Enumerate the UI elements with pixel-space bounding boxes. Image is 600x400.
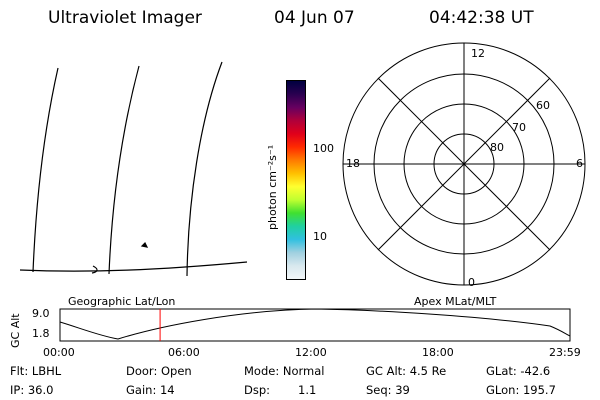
polar-lat-70: 70: [512, 121, 526, 134]
latitude-line: [19, 261, 248, 272]
seq-info: Seq: 39: [366, 383, 410, 397]
time-label: 04:42:38 UT: [429, 8, 534, 28]
door-info: Door: Open: [126, 364, 192, 378]
meridian-line: [32, 67, 59, 273]
polar-ring-60: [373, 73, 555, 255]
timeline-right-label: Apex MLat/MLT: [414, 295, 497, 308]
polar-hour-6: 6: [576, 157, 583, 170]
timeline-xtick-0600: 06:00: [168, 346, 200, 359]
timeline-xtick-2359: 23:59: [549, 346, 581, 359]
colorbar-tick-100: 100: [313, 142, 334, 155]
colorbar-label: photon cm⁻²s⁻¹: [266, 144, 279, 230]
polar-ring-80: [433, 133, 495, 195]
polar-hour-12: 12: [471, 47, 485, 60]
polar-diagonal: [377, 77, 551, 251]
polar-ring-70: [403, 103, 525, 225]
glon-info: GLon: 195.7: [486, 383, 556, 397]
mode-info: Mode: Normal: [244, 364, 325, 378]
coastline: [91, 265, 98, 274]
timeline-xtick-1800: 18:00: [422, 346, 454, 359]
polar-lat-60: 60: [536, 99, 550, 112]
meridian-line: [186, 61, 223, 277]
gc-alt-info: GC Alt: 4.5 Re: [366, 364, 447, 378]
dsp-label: Dsp:: [244, 383, 271, 397]
gain-info: Gain: 14: [126, 383, 175, 397]
glat-info: GLat: -42.6: [486, 364, 551, 378]
polar-ring-outer: [342, 42, 586, 286]
polar-hour-18: 18: [346, 157, 360, 170]
date-label: 04 Jun 07: [274, 8, 355, 28]
timeline-axis-title: GC Alt: [9, 313, 22, 348]
timeline-left-label: Geographic Lat/Lon: [68, 295, 176, 308]
timeline-frame: [59, 308, 571, 342]
timeline-ytick-low: 1.8: [32, 327, 50, 340]
polar-lat-80: 80: [490, 141, 504, 154]
colorbar-tick-10: 10: [313, 230, 327, 243]
timeline-ytick-high: 9.0: [32, 307, 50, 320]
polar-hour-0: 0: [468, 276, 475, 289]
colorbar: [286, 80, 306, 280]
altitude-curve: [59, 308, 571, 340]
ip-info: IP: 36.0: [10, 383, 54, 397]
timeline-xtick-1200: 12:00: [295, 346, 327, 359]
instrument-title: Ultraviolet Imager: [48, 8, 202, 28]
timeline-xtick-0000: 00:00: [43, 346, 75, 359]
polar-diagonal: [377, 77, 551, 251]
filter-info: Flt: LBHL: [10, 364, 62, 378]
dsp-value: 1.1: [298, 383, 317, 397]
meridian-line: [108, 65, 140, 275]
island: [140, 241, 149, 248]
